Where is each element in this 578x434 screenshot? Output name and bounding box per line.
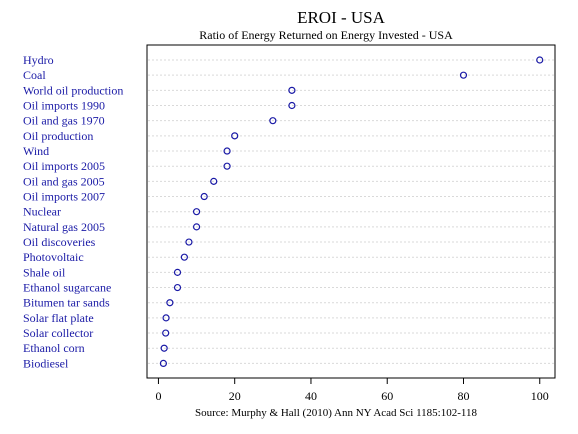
- category-label-hydro: Hydro: [23, 53, 54, 67]
- data-point-photovoltaic: [180, 253, 188, 261]
- category-label-oil-production: Oil production: [23, 129, 93, 143]
- category-label-oil-imports-2007: Oil imports 2007: [23, 190, 105, 204]
- category-label-oil-imports-2005: Oil imports 2005: [23, 159, 105, 173]
- category-label-ethanol-corn: Ethanol corn: [23, 341, 85, 355]
- x-tick-label-20: 20: [229, 389, 241, 403]
- data-point-nuclear: [192, 208, 201, 216]
- source-note: Source: Murphy & Hall (2010) Ann NY Acad…: [195, 407, 477, 419]
- data-point-solar-collector: [162, 329, 170, 337]
- data-point-ethanol-corn: [160, 344, 168, 352]
- data-point-world-oil-production: [288, 86, 296, 94]
- category-label-solar-flat-plate: Solar flat plate: [23, 311, 94, 325]
- points-layer: [159, 56, 544, 367]
- x-axis: 0 20 40 60 80 100: [155, 378, 549, 403]
- data-point-ethanol-sugarcane: [173, 283, 182, 292]
- grid-layer: [148, 59, 554, 364]
- category-label-oil-discoveries: Oil discoveries: [23, 235, 96, 249]
- x-tick-label-0: 0: [155, 389, 161, 403]
- data-point-shale-oil: [173, 268, 182, 276]
- category-label-nuclear: Nuclear: [23, 205, 61, 219]
- data-point-oil-and-gas-1970: [269, 117, 277, 125]
- data-point-oil-discoveries: [185, 238, 193, 246]
- x-tick-label-40: 40: [305, 389, 317, 403]
- category-label-world-oil-production: World oil production: [23, 83, 123, 97]
- data-point-coal: [459, 71, 468, 79]
- category-label-photovoltaic: Photovoltaic: [23, 250, 84, 264]
- data-point-wind: [223, 147, 231, 155]
- category-label-biodiesel: Biodiesel: [23, 356, 69, 370]
- category-label-oil-and-gas-2005: Oil and gas 2005: [23, 174, 105, 188]
- category-label-oil-and-gas-1970: Oil and gas 1970: [23, 114, 105, 128]
- data-point-oil-and-gas-2005: [210, 177, 218, 185]
- data-point-biodiesel: [159, 359, 167, 367]
- data-point-oil-imports-1990: [288, 101, 296, 110]
- chart-subtitle: Ratio of Energy Returned on Energy Inves…: [199, 28, 453, 42]
- data-point-oil-imports-2005: [223, 162, 231, 170]
- x-tick-label-80: 80: [457, 389, 469, 403]
- category-label-natural-gas-2005: Natural gas 2005: [23, 220, 105, 234]
- data-point-natural-gas-2005: [192, 223, 201, 231]
- category-label-ethanol-sugarcane: Ethanol sugarcane: [23, 281, 111, 295]
- category-label-coal: Coal: [23, 68, 46, 82]
- category-label-wind: Wind: [23, 144, 49, 158]
- category-label-shale-oil: Shale oil: [23, 265, 66, 279]
- chart-title: EROI - USA: [297, 8, 386, 27]
- category-label-oil-imports-1990: Oil imports 1990: [23, 99, 105, 113]
- plot-frame: [146, 44, 556, 379]
- data-point-solar-flat-plate: [162, 314, 170, 322]
- data-point-oil-imports-2007: [200, 192, 208, 201]
- data-point-bitumen-tar-sands: [166, 299, 174, 307]
- category-label-solar-collector: Solar collector: [23, 326, 93, 340]
- data-point-oil-production: [231, 132, 239, 140]
- category-label-bitumen-tar-sands: Bitumen tar sands: [23, 296, 110, 310]
- x-tick-label-100: 100: [531, 389, 549, 403]
- x-tick-label-60: 60: [381, 389, 393, 403]
- data-point-hydro: [536, 56, 544, 64]
